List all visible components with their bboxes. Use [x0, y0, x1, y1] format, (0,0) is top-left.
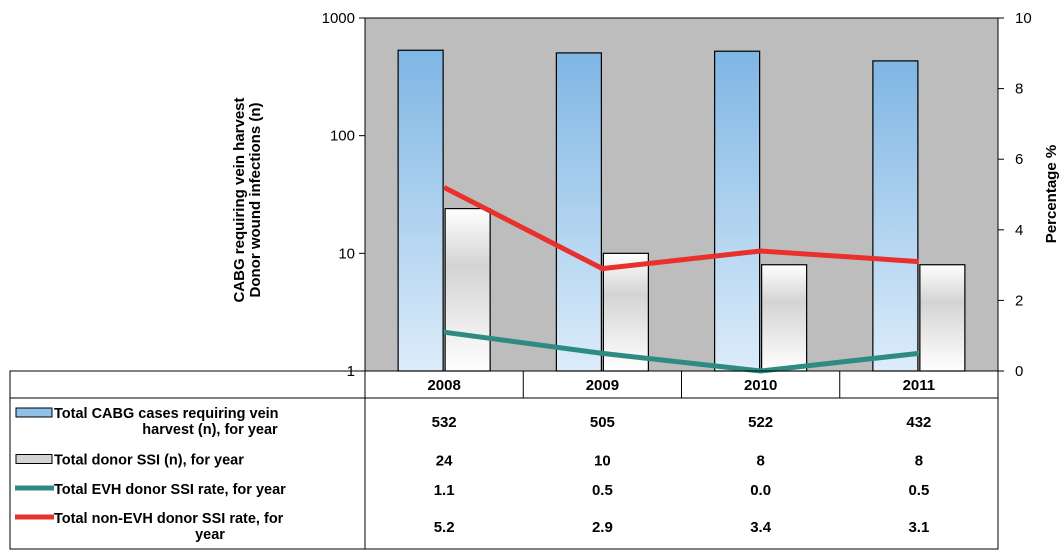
table-cell-donor-ssi-2009: 10 [594, 453, 611, 470]
table-cell-donor-ssi-2010: 8 [756, 453, 764, 470]
table-cell-non-evh-rate-2008: 5.2 [434, 519, 455, 536]
legend-label-non-evh-rate: Total non-EVH donor SSI rate, for [54, 511, 284, 527]
right-axis-title: Percentage % [1043, 145, 1060, 243]
left-tick-label: 1000 [322, 10, 355, 27]
table-frame [9, 370, 999, 550]
left-axis-title-line: CABG requiring vein harvest [231, 97, 248, 302]
table-cell-donor-ssi-2011: 8 [915, 453, 923, 470]
table-cell-donor-ssi-2008: 24 [436, 453, 453, 470]
left-tick-label: 100 [330, 128, 355, 145]
legend-key-donor-ssi [15, 454, 53, 464]
category-label-2009: 2009 [586, 377, 619, 394]
table-cell-non-evh-rate-2011: 3.1 [908, 519, 929, 536]
table-cell-cabg-cases-2010: 522 [748, 414, 773, 431]
table-cell-cabg-cases-2008: 532 [432, 414, 457, 431]
bar-cabg-cases-2008 [397, 49, 444, 372]
bar-cabg-cases-2011 [872, 60, 919, 372]
table-cell-evh-rate-2008: 1.1 [434, 482, 455, 499]
legend-label-cabg-cases: harvest (n), for year [142, 422, 278, 438]
table-cell-evh-rate-2010: 0.0 [750, 482, 771, 499]
table-cell-non-evh-rate-2010: 3.4 [750, 519, 772, 536]
right-tick-label: 4 [1015, 222, 1023, 239]
category-label-2011: 2011 [903, 377, 936, 394]
table-cell-cabg-cases-2011: 432 [906, 414, 931, 431]
legend-label-evh-rate: Total EVH donor SSI rate, for year [54, 482, 286, 498]
legend-label-donor-ssi: Total donor SSI (n), for year [54, 453, 244, 469]
bar-donor-ssi-2009 [602, 252, 649, 372]
right-tick-label: 0 [1015, 363, 1023, 380]
table-cell-cabg-cases-2009: 505 [590, 414, 615, 431]
legend-key-cabg-cases [15, 407, 53, 418]
category-label-2008: 2008 [427, 377, 460, 394]
right-tick-label: 10 [1015, 10, 1032, 27]
right-tick-label: 6 [1015, 151, 1023, 168]
bar-cabg-cases-2010 [714, 50, 761, 372]
bar-donor-ssi-2011 [919, 264, 966, 372]
table-cell-evh-rate-2011: 0.5 [908, 482, 929, 499]
line-evh-rate [443, 329, 920, 374]
left-axis-title: CABG requiring vein harvestDonor wound i… [231, 97, 264, 302]
table-cell-non-evh-rate-2009: 2.9 [592, 519, 613, 536]
table-cell-evh-rate-2009: 0.5 [592, 482, 613, 499]
category-label-2010: 2010 [744, 377, 777, 394]
left-axis-title-line: Donor wound infections (n) [247, 103, 264, 298]
left-tick-label: 10 [338, 245, 355, 262]
bar-cabg-cases-2009 [555, 52, 602, 372]
legend-label-cabg-cases: Total CABG cases requiring vein [54, 406, 279, 422]
bar-donor-ssi-2008 [444, 207, 491, 372]
line-non-evh-rate [442, 185, 920, 272]
legend-label-non-evh-rate: year [195, 527, 225, 543]
bar-donor-ssi-2010 [761, 264, 808, 372]
right-tick-label: 2 [1015, 292, 1023, 309]
right-tick-label: 8 [1015, 81, 1023, 98]
